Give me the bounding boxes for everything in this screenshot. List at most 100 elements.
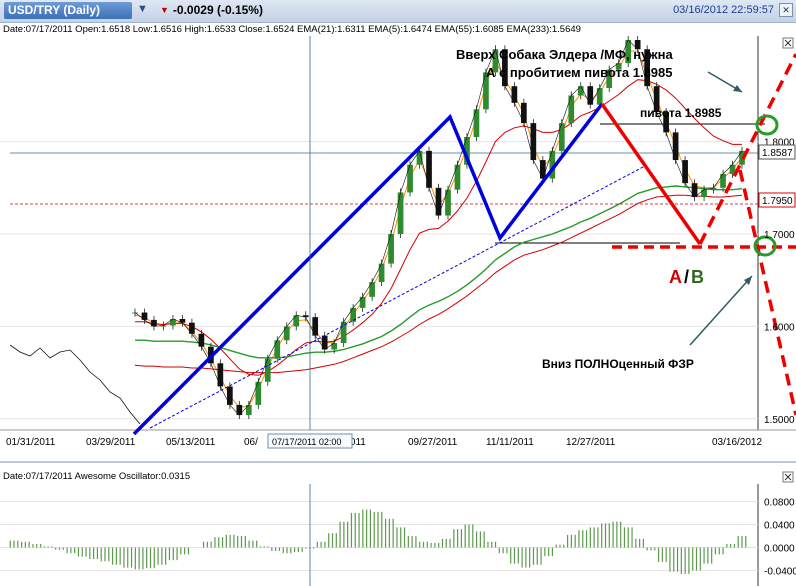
price-candle bbox=[331, 343, 338, 350]
y-tick-label: 1.6000 bbox=[764, 322, 795, 333]
price-candle bbox=[729, 164, 736, 174]
price-candle bbox=[274, 340, 281, 359]
price-candle bbox=[426, 150, 432, 188]
price-candle bbox=[615, 63, 622, 70]
x-tick-label: 09/27/2011 bbox=[408, 437, 458, 448]
annotation-bottom: Вниз ПОЛНОценный ФЗР bbox=[542, 357, 694, 371]
osc-y-tick-label: 0.0400 bbox=[764, 521, 795, 532]
dropdown-icon[interactable]: ▼ bbox=[137, 3, 148, 15]
price-candle bbox=[558, 123, 565, 151]
crosshair-date-box bbox=[267, 433, 353, 449]
price-info-bar: Date:07/17/2011 Open:1.6518 Low:1.6516 H… bbox=[3, 24, 581, 35]
price-candle bbox=[672, 132, 679, 161]
price-candle bbox=[293, 315, 300, 327]
price-candle bbox=[521, 102, 527, 124]
symbol-title[interactable]: USD/TRY (Daily) bbox=[4, 2, 132, 19]
price-candle bbox=[511, 86, 518, 103]
price-candle bbox=[653, 86, 660, 113]
annotation-b: B bbox=[691, 267, 704, 287]
price-candle bbox=[359, 296, 366, 308]
y-tick-label: 1.8000 bbox=[764, 138, 795, 149]
arrow-bottom bbox=[689, 275, 753, 346]
price-candle bbox=[245, 404, 252, 416]
arrow-bottom-head bbox=[744, 276, 752, 285]
price-candle bbox=[350, 307, 356, 322]
price-candle bbox=[151, 319, 157, 327]
price-candle bbox=[388, 234, 394, 264]
ema-line bbox=[135, 185, 743, 359]
price-candle bbox=[549, 150, 556, 179]
osc-y-tick-label: 0.0800 bbox=[764, 498, 795, 509]
osc-y-tick-label: -0.0400 bbox=[764, 567, 796, 578]
price-candle bbox=[369, 282, 375, 297]
trend-line-dotted bbox=[149, 165, 646, 429]
price-change: ▼ -0.0029 (-0.15%) bbox=[160, 3, 263, 17]
close-button[interactable]: ✕ bbox=[779, 3, 793, 17]
price-candle bbox=[226, 386, 233, 405]
price-candle bbox=[454, 164, 461, 190]
crosshair-date-label: 07/17/2011 02:00 bbox=[272, 437, 341, 447]
annotation-pivot: пивота 1.8985 bbox=[640, 106, 722, 120]
price-candle bbox=[483, 72, 489, 110]
annotation-slash: / bbox=[684, 267, 689, 287]
price-candle bbox=[217, 363, 224, 387]
annotation-a: A bbox=[669, 267, 682, 287]
price-label-box bbox=[758, 192, 796, 208]
price-candle bbox=[682, 160, 688, 184]
price-candle bbox=[473, 109, 480, 137]
price-candle bbox=[691, 183, 698, 198]
price-candle bbox=[141, 312, 148, 320]
annotation-top-line2: А с пробитием пивота 1.8985 bbox=[486, 65, 673, 80]
price-candle bbox=[577, 86, 584, 96]
price-candle bbox=[378, 263, 385, 283]
forecast-down-dashed bbox=[738, 169, 796, 416]
price-candle bbox=[606, 69, 613, 89]
y-tick-label: 1.7000 bbox=[764, 230, 795, 241]
datetime: 03/16/2012 22:59:57 bbox=[673, 4, 774, 16]
price-candle bbox=[160, 325, 167, 327]
price-candle bbox=[464, 137, 470, 165]
price-candle bbox=[644, 49, 651, 87]
target-circle-bottom bbox=[753, 235, 777, 257]
price-candle bbox=[502, 49, 508, 87]
price-candle bbox=[587, 86, 594, 105]
price-label-box bbox=[758, 144, 796, 160]
price-candle bbox=[321, 335, 328, 350]
price-candle bbox=[720, 173, 726, 188]
price-candle bbox=[236, 404, 243, 416]
price-candle bbox=[663, 112, 669, 133]
pattern-blue-line bbox=[132, 102, 604, 436]
osc-y-tick-label: 0.0000 bbox=[764, 544, 795, 555]
price-candle bbox=[179, 318, 186, 323]
price-label: 1.7950 bbox=[762, 196, 793, 207]
annotation-top-line1: Вверх Собака Элдера /МФ, нужна bbox=[456, 47, 674, 62]
down-triangle-icon: ▼ bbox=[160, 5, 169, 15]
price-candle bbox=[539, 160, 546, 179]
price-candle bbox=[492, 49, 499, 73]
price-candle bbox=[568, 95, 575, 124]
y-tick-label: 1.5000 bbox=[764, 415, 795, 426]
ema-line bbox=[135, 79, 742, 376]
price-candle bbox=[445, 189, 451, 216]
x-tick-label: 11/11/2011 bbox=[486, 437, 534, 448]
price-candle bbox=[407, 164, 413, 193]
oscillator-info-bar: Date:07/17/2011 Awesome Oscillator:0.031… bbox=[3, 471, 191, 482]
price-candle bbox=[170, 318, 176, 326]
price-candle bbox=[283, 326, 290, 341]
price-candle bbox=[189, 322, 195, 334]
price-candle bbox=[701, 189, 707, 198]
ema-line bbox=[134, 194, 743, 374]
price-candle bbox=[255, 381, 262, 405]
price-candle bbox=[302, 315, 309, 318]
price-line bbox=[134, 39, 743, 416]
price-candle bbox=[710, 187, 717, 190]
price-candle bbox=[625, 40, 632, 64]
target-circle-top bbox=[755, 114, 779, 136]
price-candle bbox=[397, 192, 404, 234]
forecast-up-dashed bbox=[698, 53, 796, 245]
forecast-line-solid bbox=[600, 102, 702, 246]
price-candle bbox=[340, 321, 347, 344]
price-candle bbox=[264, 358, 271, 382]
price-label: 1.8587 bbox=[762, 148, 793, 159]
